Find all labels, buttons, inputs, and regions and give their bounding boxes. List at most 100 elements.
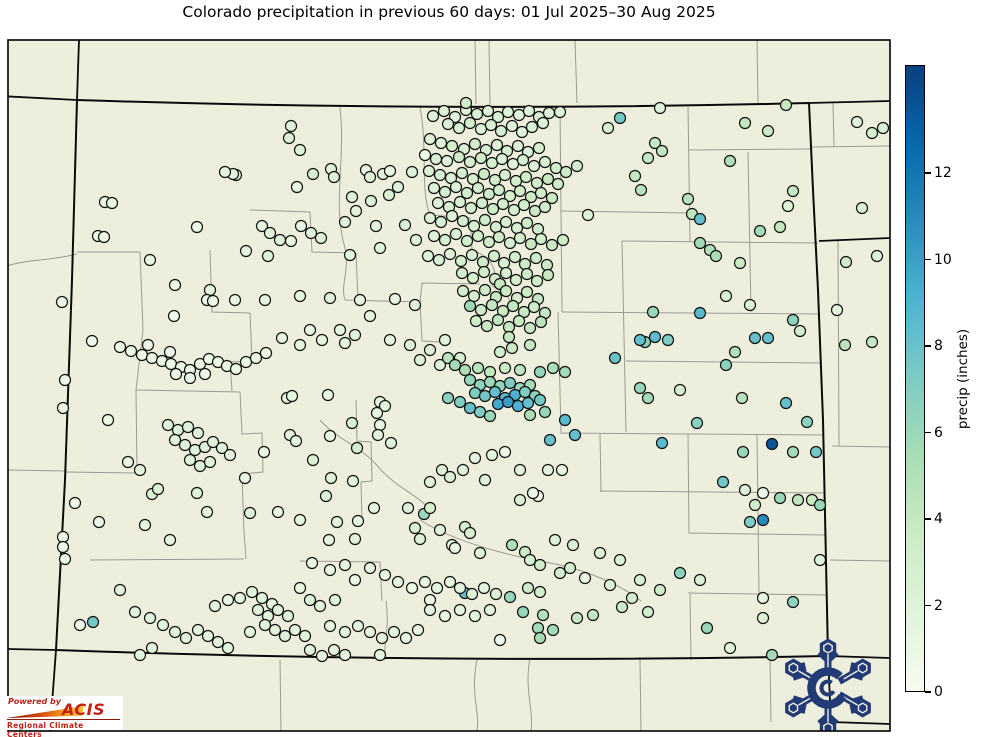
station-dot <box>441 117 455 131</box>
county-line <box>344 282 481 303</box>
station-dot <box>315 649 329 663</box>
station-dot <box>553 105 567 119</box>
station-dot <box>298 629 312 643</box>
station-dot <box>570 159 584 173</box>
county-line <box>419 301 442 343</box>
station-dot <box>497 256 511 270</box>
county-line <box>621 240 819 244</box>
station-dot <box>460 234 474 248</box>
station-dot <box>578 571 592 585</box>
station-dot <box>511 139 525 153</box>
station-dot <box>523 553 537 567</box>
station-dot <box>543 433 557 447</box>
station-dot <box>378 399 392 413</box>
station-dot <box>433 168 447 182</box>
station-dot <box>449 227 463 241</box>
station-dot <box>85 334 99 348</box>
station-dot <box>470 107 484 121</box>
station-dot <box>456 284 470 298</box>
station-dot <box>558 413 572 427</box>
station-dot <box>86 615 100 629</box>
station-dot <box>128 605 142 619</box>
station-dot <box>330 515 344 529</box>
station-dot <box>289 434 303 448</box>
station-dot <box>498 361 512 375</box>
county-line <box>135 251 144 391</box>
station-dot <box>168 433 182 447</box>
station-dot <box>405 581 419 595</box>
station-dot <box>756 591 770 605</box>
station-dot <box>243 625 257 639</box>
station-dot <box>193 459 207 473</box>
station-dot <box>453 195 467 209</box>
station-dot <box>363 309 377 323</box>
station-dot <box>460 186 474 200</box>
station-dot <box>538 200 552 214</box>
state-line <box>827 655 890 659</box>
station-dot <box>728 345 742 359</box>
county-line <box>747 151 752 313</box>
station-dot <box>293 338 307 352</box>
station-dot <box>314 231 328 245</box>
station-dot <box>499 215 513 229</box>
station-dot <box>183 453 197 467</box>
station-dot <box>444 171 458 185</box>
county-line <box>8 469 66 472</box>
station-dot <box>791 493 805 507</box>
station-dot <box>257 445 271 459</box>
station-dot <box>445 139 459 153</box>
state-line <box>8 648 57 651</box>
station-dot <box>423 475 437 489</box>
colorbar-tick-label: 2 <box>934 597 943 614</box>
station-dot <box>322 533 336 547</box>
county-line <box>769 657 772 723</box>
station-dot <box>55 295 69 309</box>
station-dot <box>473 405 487 419</box>
state-line <box>76 40 80 101</box>
station-dot <box>338 648 352 662</box>
county-line <box>488 40 491 106</box>
station-dot <box>92 515 106 529</box>
station-dot <box>413 353 427 367</box>
state-line <box>8 95 78 101</box>
station-dot <box>435 463 449 477</box>
station-dot <box>508 250 522 264</box>
station-dot <box>498 445 512 459</box>
station-dot <box>533 365 547 379</box>
station-dot <box>273 233 287 247</box>
station-dot <box>506 299 520 313</box>
station-dot <box>681 192 695 206</box>
station-dot <box>586 608 600 622</box>
station-dot <box>464 201 478 215</box>
station-dot <box>748 498 762 512</box>
station-dot <box>756 513 770 527</box>
station-dot <box>503 376 517 390</box>
station-dot <box>655 436 669 450</box>
county-line <box>527 657 533 731</box>
station-dot <box>471 361 485 375</box>
station-dot <box>408 521 422 535</box>
station-dot <box>456 463 470 477</box>
station-dot <box>239 244 253 258</box>
station-dot <box>515 125 529 139</box>
station-dot <box>353 293 367 307</box>
station-dot <box>221 641 235 655</box>
station-dot <box>375 631 389 645</box>
station-dot <box>459 96 473 110</box>
county-line <box>621 240 627 433</box>
county-line <box>639 658 642 731</box>
county-line <box>474 659 479 731</box>
colorbar-tick <box>925 172 931 174</box>
station-dot <box>243 506 257 520</box>
station-dot <box>641 151 655 165</box>
station-dot <box>288 623 302 637</box>
station-dot <box>509 174 523 188</box>
station-dot <box>756 611 770 625</box>
station-dot <box>221 593 235 607</box>
station-dot <box>773 491 787 505</box>
station-dot <box>403 338 417 352</box>
state-border <box>54 98 830 660</box>
station-dot <box>293 143 307 157</box>
station-dot <box>399 631 413 645</box>
